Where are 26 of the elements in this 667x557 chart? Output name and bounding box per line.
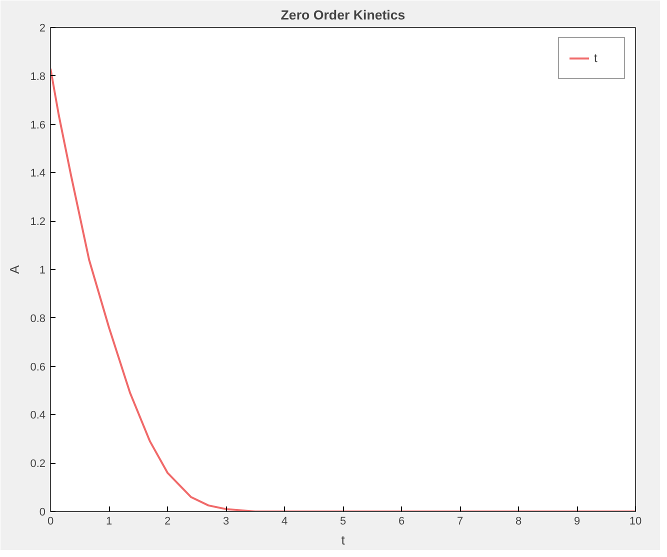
x-tick-label: 4: [281, 516, 288, 528]
x-tick-label: 6: [398, 516, 405, 528]
x-tick-label: 3: [222, 516, 230, 528]
y-tick-label: 0.4: [30, 410, 46, 422]
y-tick-label: 1.8: [30, 70, 46, 83]
x-tick-label: 10: [629, 516, 642, 528]
x-tick-label: 9: [574, 516, 580, 528]
y-tick-label: 2: [39, 22, 46, 34]
y-tick-label: 0.6: [30, 361, 46, 374]
y-tick-label: 0: [39, 506, 46, 518]
x-tick-label: 2: [164, 516, 171, 528]
y-tick-label: 0.2: [30, 458, 46, 470]
legend-label: t: [594, 51, 598, 65]
y-tick-label: 1.6: [30, 119, 46, 132]
y-tick-label: 1.4: [30, 168, 46, 180]
y-tick-label: 0.8: [30, 312, 46, 325]
y-axis-title: A: [7, 264, 22, 274]
x-tick-label: 8: [515, 516, 522, 528]
x-tick-label: 1: [106, 516, 112, 528]
x-tick-label: 5: [340, 516, 346, 528]
chart-title: Zero Order Kinetics: [280, 8, 406, 22]
y-tick-label: 1: [39, 264, 46, 276]
x-tick-label: 7: [456, 516, 464, 528]
y-tick-label: 1.2: [30, 216, 46, 228]
x-axis-title: t: [341, 532, 346, 548]
x-tick-label: 0: [47, 516, 54, 528]
